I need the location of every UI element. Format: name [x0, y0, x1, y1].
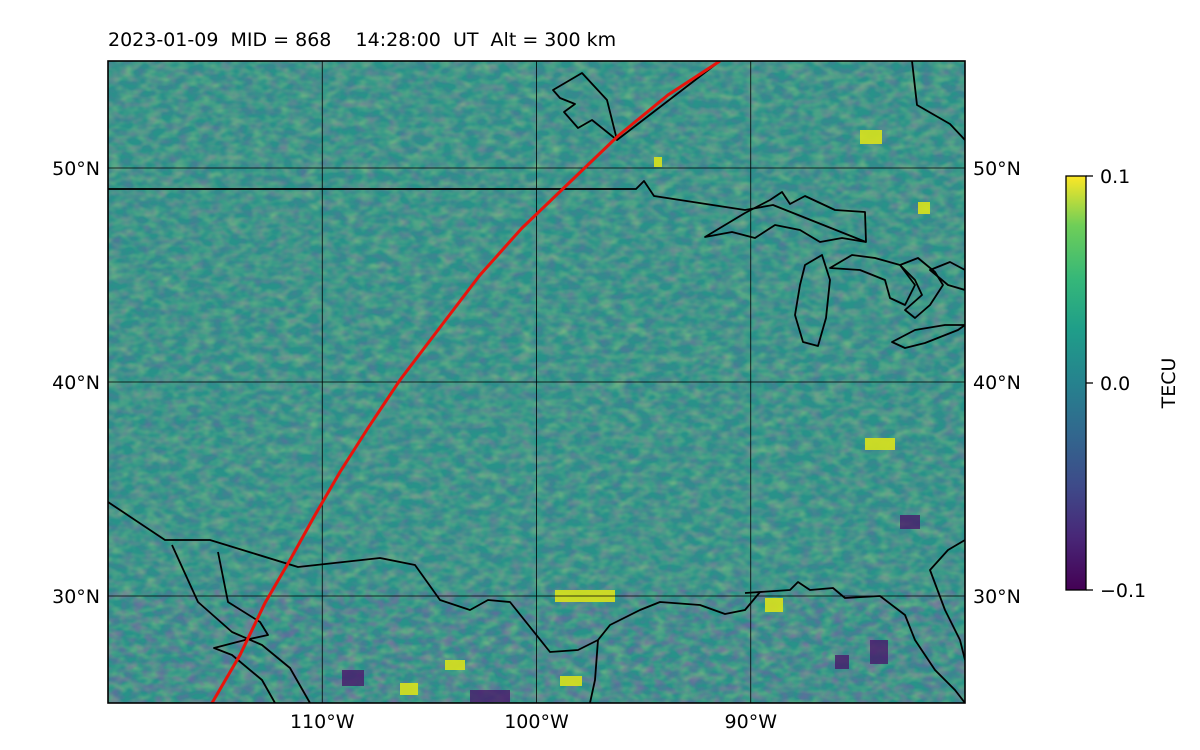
lat-label-right: 40°N [973, 372, 1021, 394]
gulf-coast [744, 581, 965, 703]
hudson-coast [911, 61, 965, 141]
lake-erie [891, 324, 965, 349]
lake-huron [899, 257, 944, 319]
colorbar-tick-label: 0.0 [1100, 373, 1130, 395]
lake-michigan [794, 254, 831, 347]
map-title: 2023-01-09 MID = 868 14:28:00 UT Alt = 3… [108, 29, 617, 51]
plot-frame [107, 60, 966, 704]
colorbar: 0.1 0.0 −0.1 TECU [1065, 166, 1180, 602]
lon-label: 100°W [504, 711, 569, 733]
canada-coast-north [616, 61, 721, 141]
gridlines [108, 61, 965, 703]
colorbar-label: TECU [1158, 358, 1180, 410]
us-canada-border [108, 180, 867, 243]
lat-label-right: 30°N [973, 586, 1021, 608]
colorbar-ticks: 0.1 0.0 −0.1 [1086, 166, 1146, 602]
lake-superior [704, 191, 867, 243]
satellite-track [210, 61, 721, 703]
lat-label-left: 30°N [52, 586, 100, 608]
lake-ontario [929, 261, 965, 291]
colorbar-gradient [1065, 175, 1087, 591]
lat-label-left: 40°N [52, 372, 100, 394]
lat-label-right: 50°N [973, 158, 1021, 180]
coastlines [108, 61, 965, 703]
lon-label: 90°W [725, 711, 778, 733]
lake-huron-michigan [829, 254, 916, 306]
baja-peninsula [213, 551, 276, 703]
colorbar-tick-label: 0.1 [1100, 166, 1130, 188]
mexico-gulf-coast [589, 639, 599, 703]
florida-coast [929, 539, 965, 661]
axis-tick-labels: 30°N 30°N 40°N 40°N 50°N 50°N 110°W 100°W 90°W [52, 158, 1021, 733]
canada-coast [552, 72, 618, 141]
us-mexico-border [108, 501, 761, 653]
colorbar-tick-label: −0.1 [1100, 580, 1146, 602]
lon-label: 110°W [290, 711, 355, 733]
lat-label-left: 50°N [52, 158, 100, 180]
